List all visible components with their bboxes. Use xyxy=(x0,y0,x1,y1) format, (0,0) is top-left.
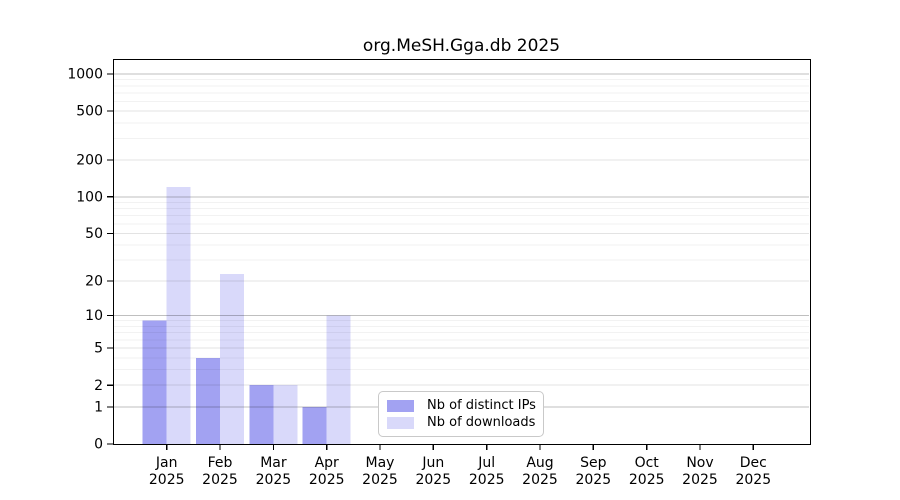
bar-distinct-ips-jan xyxy=(142,320,167,444)
x-tick-label-month: Oct xyxy=(635,455,660,471)
x-tick-label-month: Aug xyxy=(526,455,553,471)
legend-item-downloads: Nb of downloads xyxy=(387,415,536,430)
legend-label-distinct-ips: Nb of distinct IPs xyxy=(427,398,536,413)
y-tick-label: 50 xyxy=(85,226,103,242)
x-tick-label-month: Jul xyxy=(477,455,495,471)
x-tick-label-year: 2025 xyxy=(522,472,558,488)
plot-border xyxy=(112,58,812,446)
y-tick-label: 2 xyxy=(94,378,103,394)
x-tick-label-year: 2025 xyxy=(469,472,505,488)
x-tick-label-month: Jun xyxy=(421,455,444,471)
legend-item-distinct-ips: Nb of distinct IPs xyxy=(387,398,536,413)
chart-title: org.MeSH.Gga.db 2025 xyxy=(362,36,561,56)
bar-distinct-ips-mar xyxy=(249,385,274,444)
y-tick-label: 10 xyxy=(85,308,103,324)
x-tick-label-month: May xyxy=(366,455,395,471)
x-tick-label-year: 2025 xyxy=(202,472,238,488)
x-tick-label-year: 2025 xyxy=(735,472,771,488)
x-tick-label-year: 2025 xyxy=(309,472,345,488)
bar-downloads-jan xyxy=(166,187,191,444)
bar-distinct-ips-feb xyxy=(196,357,220,444)
gridlines xyxy=(114,73,809,408)
x-tick-label-year: 2025 xyxy=(682,472,718,488)
x-tick-label-month: Jan xyxy=(155,455,178,471)
legend: Nb of distinct IPs Nb of downloads xyxy=(378,391,544,437)
x-tick-label-month: Mar xyxy=(260,455,287,471)
legend-label-downloads: Nb of downloads xyxy=(427,415,536,430)
x-tick-label-month: Dec xyxy=(740,455,767,471)
x-tick-label-year: 2025 xyxy=(575,472,611,488)
x-tick-label-year: 2025 xyxy=(256,472,292,488)
bars xyxy=(142,187,351,444)
bar-downloads-apr xyxy=(326,315,351,444)
bar-downloads-mar xyxy=(273,385,298,444)
y-tick-label: 1 xyxy=(94,400,103,416)
y-tick-label: 200 xyxy=(76,153,103,169)
bar-distinct-ips-apr xyxy=(302,406,327,444)
bar-downloads-feb xyxy=(220,273,244,444)
axes: 01251020501002005001000Jan2025Feb2025Mar… xyxy=(67,58,812,488)
y-tick-label: 500 xyxy=(76,104,103,120)
x-tick-label-month: Sep xyxy=(580,455,607,471)
legend-swatch-distinct-ips xyxy=(387,399,414,412)
x-tick-label-month: Feb xyxy=(208,455,233,471)
y-tick-label: 1000 xyxy=(67,67,103,83)
y-tick-label: 100 xyxy=(76,189,103,205)
x-tick-label-month: Apr xyxy=(315,455,339,471)
x-tick-label-year: 2025 xyxy=(362,472,398,488)
x-tick-label-year: 2025 xyxy=(149,472,185,488)
x-tick-label-month: Nov xyxy=(686,455,713,471)
y-tick-label: 20 xyxy=(85,274,103,290)
legend-swatch-downloads xyxy=(387,416,414,429)
x-tick-label-year: 2025 xyxy=(629,472,665,488)
y-tick-label: 5 xyxy=(94,341,103,357)
y-tick-label: 0 xyxy=(94,437,103,453)
x-tick-label-year: 2025 xyxy=(415,472,451,488)
